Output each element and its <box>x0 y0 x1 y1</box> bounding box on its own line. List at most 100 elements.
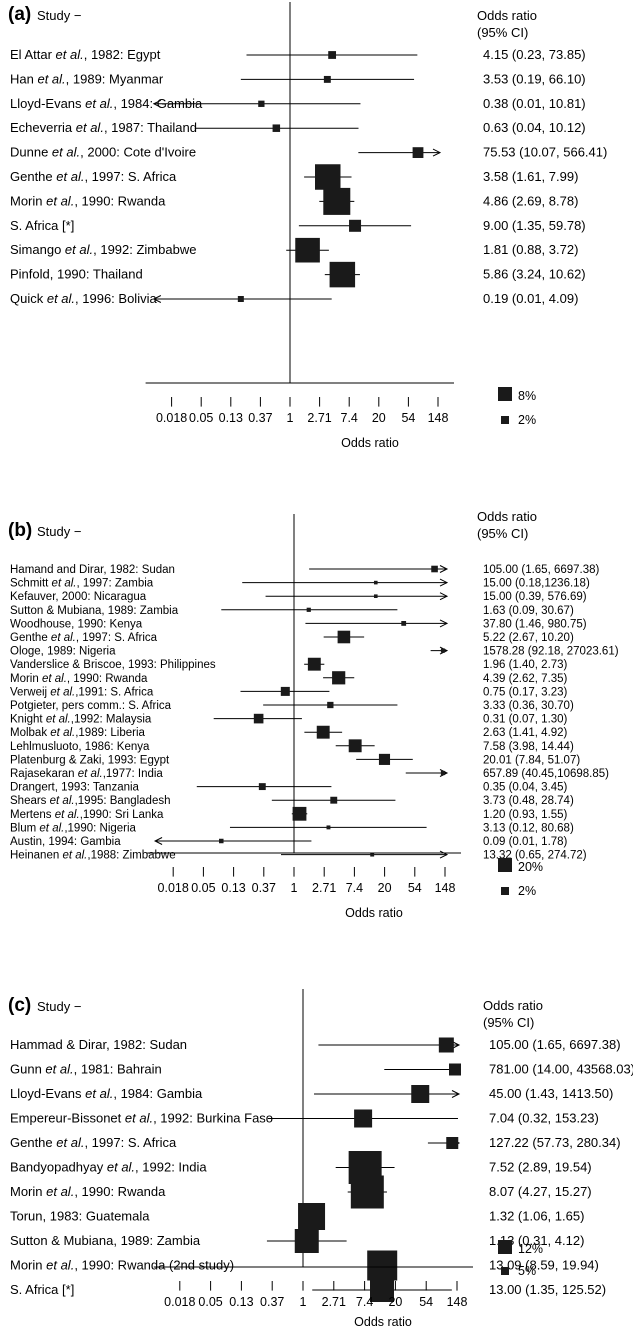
study-weight-box <box>401 621 407 626</box>
study-label: Sutton & Mubiana, 1989: Zambia <box>10 1233 201 1248</box>
legend-large-box <box>498 387 512 401</box>
study-weight-box <box>349 219 362 232</box>
x-tick-label: 54 <box>401 411 415 425</box>
ci-arrow-right <box>439 578 449 587</box>
study-weight-box <box>440 648 446 653</box>
study-weight-box <box>370 1278 395 1302</box>
legend-large-box <box>498 858 512 872</box>
x-tick-label: 54 <box>419 1295 433 1309</box>
study-weight-box <box>327 701 334 709</box>
study-label: S. Africa [*] <box>10 218 74 233</box>
x-tick-label: 7.4 <box>346 881 363 895</box>
study-or-value: 657.89 (40.45,10698.85) <box>483 768 609 780</box>
ci-arrow-right <box>439 565 449 573</box>
study-weight-box <box>350 1175 384 1209</box>
ci-arrow-right <box>439 592 449 601</box>
ci-arrow-right <box>439 619 449 628</box>
study-weight-box <box>373 594 378 598</box>
study-weight-box <box>280 686 290 696</box>
study-weight-box <box>323 187 351 215</box>
study-label: Molbak et al.,1989: Liberia <box>10 727 146 739</box>
study-weight-box <box>446 1137 459 1149</box>
study-label: Potgieter, pers comm.: S. Africa <box>10 700 172 712</box>
ci-header: (95% CI) <box>483 1015 534 1030</box>
x-tick-label: 0.13 <box>221 881 245 895</box>
study-label: Austin, 1994: Gambia <box>10 836 121 848</box>
ci-arrow-right <box>439 850 449 859</box>
study-weight-box <box>237 296 244 302</box>
ci-arrow-left <box>152 295 162 303</box>
ci-arrow-right <box>432 148 442 157</box>
study-or-value: 13.09 (8.59, 19.94) <box>489 1258 599 1273</box>
study-weight-box <box>326 825 331 830</box>
x-tick-label: 148 <box>435 881 456 895</box>
study-weight-box <box>438 1037 454 1053</box>
study-weight-box <box>354 1109 373 1128</box>
study-weight-box <box>307 657 321 671</box>
study-or-value: 0.31 (0.07, 1.30) <box>483 714 568 726</box>
study-weight-box <box>328 51 337 59</box>
x-tick-label: 0.05 <box>189 411 213 425</box>
legend-large-label: 20% <box>518 860 543 874</box>
study-weight-box <box>219 838 224 844</box>
study-label: Empereur-Bissonet et al., 1992: Burkina … <box>10 1111 273 1126</box>
study-label: Gunn et al., 1981: Bahrain <box>10 1062 162 1077</box>
x-tick-label: 2.71 <box>312 881 336 895</box>
study-or-value: 1.13 (0.31, 4.12) <box>489 1233 584 1248</box>
study-or-value: 105.00 (1.65, 6697.38) <box>489 1037 621 1052</box>
study-or-value: 0.75 (0.17, 3.23) <box>483 686 568 698</box>
study-label: Quick et al., 1996: Bolivia <box>10 291 157 306</box>
study-weight-box <box>253 713 264 724</box>
forest-panel-b: (b) Study − Odds ratio (95% CI) Hamand and D… <box>8 509 619 920</box>
study-label: Genthe et al., 1997: S. Africa <box>10 1135 177 1150</box>
study-label: Shears et al.,1995: Bangladesh <box>10 795 171 807</box>
study-or-value: 20.01 (7.84, 51.07) <box>483 754 580 766</box>
x-tick-label: 0.018 <box>156 411 187 425</box>
study-or-value: 9.00 (1.35, 59.78) <box>483 218 586 233</box>
study-label: Vanderslice & Briscoe, 1993: Philippines <box>10 659 216 671</box>
study-or-value: 1.81 (0.88, 3.72) <box>483 242 578 257</box>
study-or-value: 127.22 (57.73, 280.34) <box>489 1135 621 1150</box>
study-label: Torun, 1983: Guatemala <box>10 1209 150 1224</box>
study-or-value: 0.35 (0.04, 3.45) <box>483 782 568 794</box>
x-tick-label: 0.37 <box>252 881 276 895</box>
study-weight-box <box>411 1085 430 1103</box>
study-or-value: 1.63 (0.09, 30.67) <box>483 605 574 617</box>
study-label: Drangert, 1993: Tanzania <box>10 782 140 794</box>
study-label: Simango et al., 1992: Zimbabwe <box>10 242 196 257</box>
ci-arrow-right <box>439 769 449 777</box>
study-label: Morin et al., 1990: Rwanda <box>10 193 166 208</box>
x-tick-label: 1 <box>291 881 298 895</box>
x-tick-label: 7.4 <box>356 1295 373 1309</box>
x-tick-label: 20 <box>378 881 392 895</box>
study-weight-box <box>332 671 346 685</box>
forest-panel-c: (c) Study − Odds ratio (95% CI) Hammad & Dir… <box>8 989 633 1329</box>
study-column-header: Study − <box>37 8 81 23</box>
x-tick-label: 54 <box>408 881 422 895</box>
panel-letter: (c) <box>8 995 31 1016</box>
panel-letter: (a) <box>8 4 31 25</box>
study-label: Dunne et al., 2000: Cote d'Ivoire <box>10 145 196 160</box>
study-label: Rajasekaran et al.,1977: India <box>10 768 163 780</box>
study-label: Kefauver, 2000: Nicaragua <box>10 591 147 603</box>
study-label: Echeverria et al., 1987: Thailand <box>10 120 197 135</box>
study-label: Pinfold, 1990: Thailand <box>10 267 143 282</box>
x-tick-label: 20 <box>388 1295 402 1309</box>
study-or-value: 7.04 (0.32, 153.23) <box>489 1111 599 1126</box>
study-or-value: 15.00 (0.18,1236.18) <box>483 578 590 590</box>
study-weight-box <box>337 630 351 644</box>
study-column-header: Study − <box>37 999 81 1014</box>
study-or-value: 4.39 (2.62, 7.35) <box>483 673 568 685</box>
study-or-value: 0.63 (0.04, 10.12) <box>483 120 586 135</box>
x-tick-label: 2.71 <box>322 1295 346 1309</box>
study-label: El Attar et al., 1982: Egypt <box>10 47 161 62</box>
study-or-value: 105.00 (1.65, 6697.38) <box>483 564 600 576</box>
study-or-value: 781.00 (14.00, 43568.03) <box>489 1062 633 1077</box>
study-label: Verweij et al.,1991: S. Africa <box>10 686 154 698</box>
study-weight-box <box>449 1063 461 1076</box>
study-or-value: 8.07 (4.27, 15.27) <box>489 1184 592 1199</box>
x-tick-label: 148 <box>428 411 449 425</box>
x-tick-label: 2.71 <box>307 411 331 425</box>
study-or-value: 3.73 (0.48, 28.74) <box>483 795 574 807</box>
